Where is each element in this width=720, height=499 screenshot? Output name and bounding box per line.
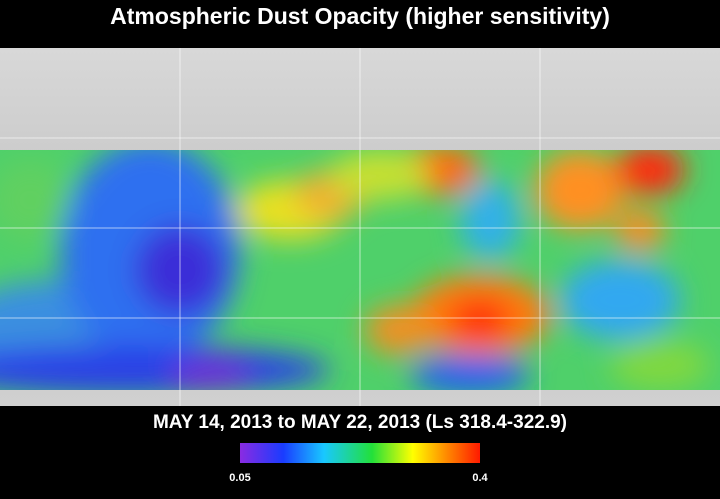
colorbar-min-label: 0.05 (229, 472, 250, 484)
colorbar (240, 443, 480, 463)
date-range: MAY 14, 2013 to MAY 22, 2013 (Ls 318.4-3… (153, 412, 567, 433)
colorbar-max-label: 0.4 (472, 472, 488, 484)
map-grid (0, 48, 720, 406)
title: Atmospheric Dust Opacity (higher sensiti… (110, 3, 610, 29)
